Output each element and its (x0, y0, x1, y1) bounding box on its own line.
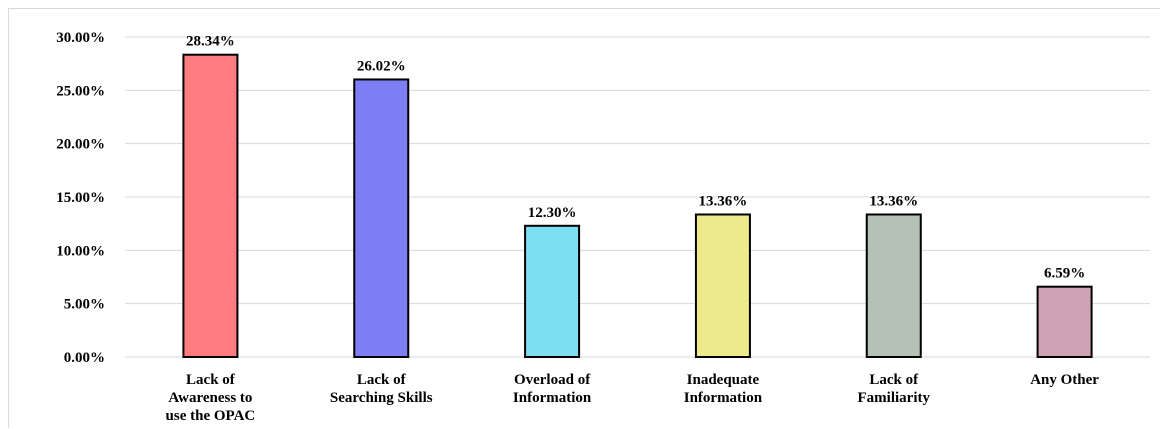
chart-border (8, 8, 1160, 428)
x-category-label-line: Information (513, 390, 592, 406)
x-category-label-line: Awareness to (168, 390, 252, 406)
x-category-label-line: use the OPAC (166, 408, 256, 424)
data-label: 13.36% (869, 193, 918, 209)
bar (524, 224, 581, 358)
x-category-label-line: Any Other (1030, 372, 1099, 388)
y-tick-label: 15.00% (56, 190, 105, 206)
x-category-label-line: Information (684, 390, 763, 406)
y-tick-label: 25.00% (56, 83, 105, 99)
x-category-label-line: Lack of (357, 372, 407, 388)
x-category-label: Lack of Searching Skills (330, 372, 433, 406)
x-category-label: Overload of Information (513, 372, 592, 406)
data-label: 6.59% (1044, 266, 1085, 282)
bar (353, 78, 410, 358)
y-tick-label: 30.00% (56, 30, 105, 46)
x-category-label-line: Overload of (514, 372, 591, 388)
x-category-label-line: Searching Skills (330, 390, 433, 406)
x-category-label-line: Familiarity (858, 390, 931, 406)
bar (865, 213, 922, 358)
data-label: 12.30% (528, 205, 577, 221)
data-label: 26.02% (357, 58, 406, 74)
x-category-label: Any Other (1030, 372, 1099, 388)
x-category-label-line: Inadequate (687, 372, 760, 388)
y-tick-label: 5.00% (64, 297, 105, 313)
x-category-label: Lack of Familiarity (858, 372, 931, 406)
x-category-label-line: Lack of (186, 372, 236, 388)
x-category-label-line: Lack of (869, 372, 919, 388)
data-label: 13.36% (699, 193, 748, 209)
bar (694, 213, 751, 358)
y-tick-label: 0.00% (64, 350, 105, 366)
bar (182, 53, 239, 358)
x-category-label: Lack of Awareness to use the OPAC (166, 372, 256, 424)
data-label: 28.34% (186, 34, 235, 50)
y-tick-label: 10.00% (56, 243, 105, 259)
x-category-label: Inadequate Information (684, 372, 763, 406)
bar (1036, 285, 1093, 358)
y-tick-label: 20.00% (56, 137, 105, 153)
